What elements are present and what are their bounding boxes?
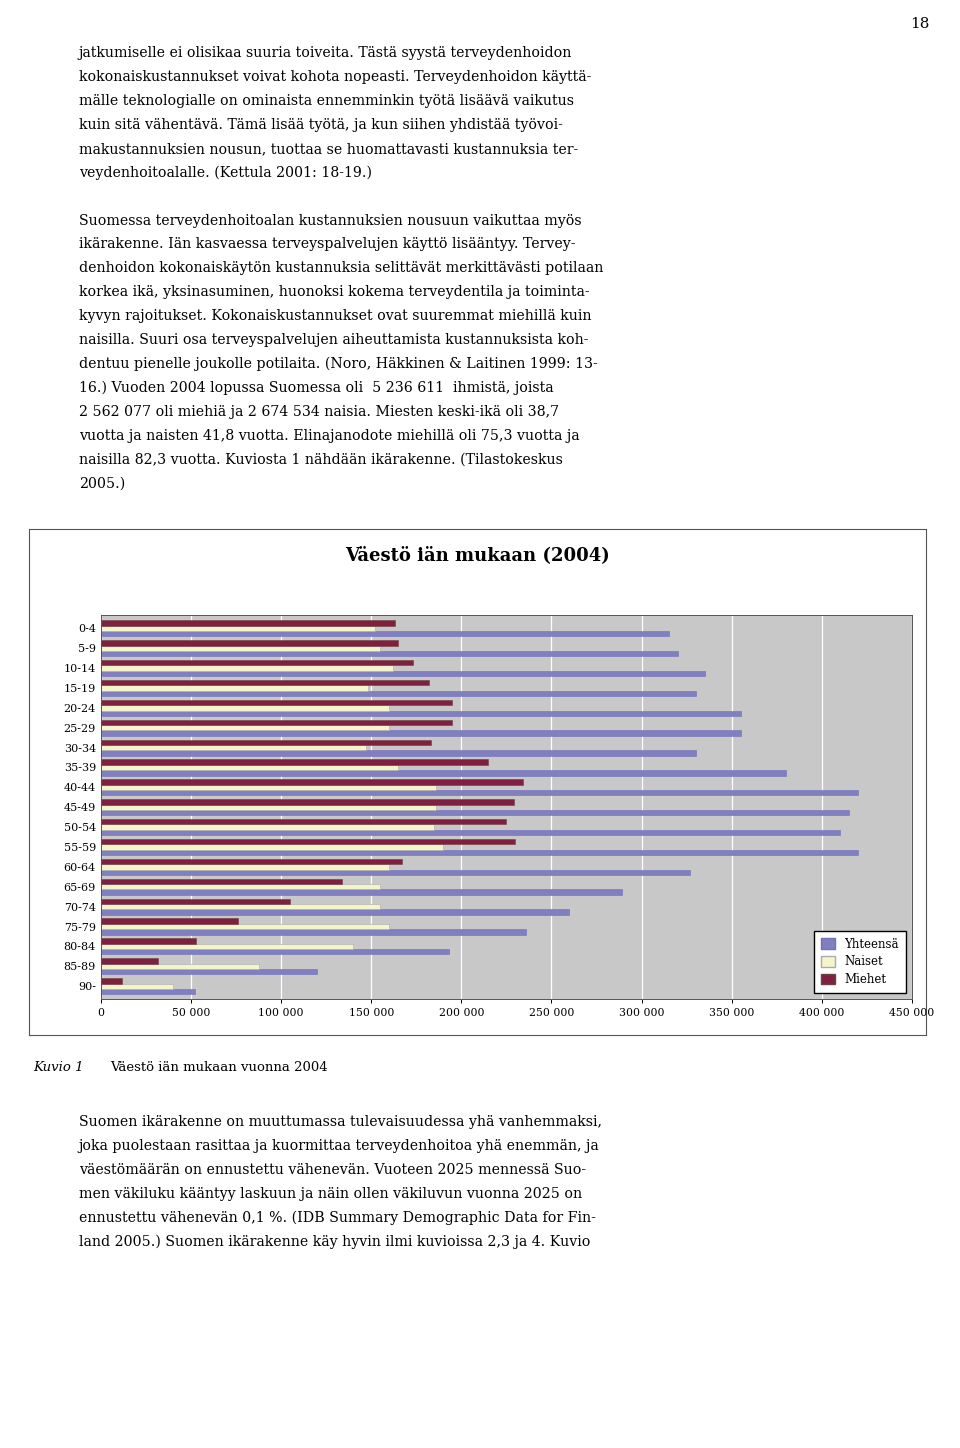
Text: makustannuksien nousun, tuottaa se huomattavasti kustannuksia ter-: makustannuksien nousun, tuottaa se huoma…: [79, 142, 578, 156]
Bar: [101, 740, 431, 744]
Text: denhoidon kokonaiskäytön kustannuksia selittävät merkittävästi potilaan: denhoidon kokonaiskäytön kustannuksia se…: [79, 262, 603, 275]
Bar: [101, 969, 317, 975]
Bar: [101, 830, 840, 835]
Text: vuotta ja naisten 41,8 vuotta. Elinajanodote miehillä oli 75,3 vuotta ja: vuotta ja naisten 41,8 vuotta. Elinajano…: [79, 429, 579, 443]
Text: kokonaiskustannukset voivat kohota nopeasti. Terveydenhoidon käyttä-: kokonaiskustannukset voivat kohota nopea…: [79, 71, 591, 84]
Bar: [101, 824, 434, 830]
Text: kuin sitä vähentävä. Tämä lisää työtä, ja kun siihen yhdistää työvoi-: kuin sitä vähentävä. Tämä lisää työtä, j…: [79, 119, 563, 132]
Text: naisilla 82,3 vuotta. Kuviosta 1 nähdään ikärakenne. (Tilastokeskus: naisilla 82,3 vuotta. Kuviosta 1 nähdään…: [79, 452, 563, 466]
Text: Suomen ikärakenne on muuttumassa tulevaisuudessa yhä vanhemmaksi,: Suomen ikärakenne on muuttumassa tulevai…: [79, 1115, 602, 1129]
Bar: [101, 859, 402, 864]
Bar: [101, 899, 290, 904]
Bar: [101, 779, 522, 785]
Text: väestömäärän on ennustettu vähenevän. Vuoteen 2025 mennessä Suo-: väestömäärän on ennustettu vähenevän. Vu…: [79, 1163, 586, 1177]
Bar: [101, 711, 741, 715]
Bar: [101, 785, 436, 791]
Bar: [101, 948, 448, 954]
Bar: [101, 844, 444, 850]
Bar: [101, 631, 668, 636]
Bar: [101, 685, 368, 691]
Bar: [101, 909, 569, 915]
Text: 16.) Vuoden 2004 lopussa Suomessa oli  5 236 611  ihmistä, joista: 16.) Vuoden 2004 lopussa Suomessa oli 5 …: [79, 381, 553, 395]
Bar: [101, 904, 380, 909]
Bar: [101, 759, 489, 765]
Bar: [101, 765, 398, 770]
Bar: [101, 626, 374, 631]
Bar: [101, 670, 705, 676]
Text: naisilla. Suuri osa terveyspalvelujen aiheuttamista kustannuksista koh-: naisilla. Suuri osa terveyspalvelujen ai…: [79, 333, 588, 348]
Text: 2 562 077 oli miehiä ja 2 674 534 naisia. Miesten keski-ikä oli 38,7: 2 562 077 oli miehiä ja 2 674 534 naisia…: [79, 405, 559, 418]
Bar: [101, 770, 786, 776]
Bar: [101, 979, 123, 983]
Bar: [101, 989, 195, 995]
Text: Väestö iän mukaan vuonna 2004: Väestö iän mukaan vuonna 2004: [110, 1061, 328, 1074]
Text: men väkiluku kääntyy laskuun ja näin ollen väkiluvun vuonna 2025 on: men väkiluku kääntyy laskuun ja näin oll…: [79, 1187, 582, 1200]
Text: 2005.): 2005.): [79, 476, 125, 491]
Bar: [101, 930, 526, 934]
Bar: [101, 879, 343, 885]
Bar: [101, 640, 398, 646]
Text: land 2005.) Suomen ikärakenne käy hyvin ilmi kuvioissa 2,3 ja 4. Kuvio: land 2005.) Suomen ikärakenne käy hyvin …: [79, 1234, 590, 1248]
Bar: [101, 646, 380, 652]
Text: joka puolestaan rasittaa ja kuormittaa terveydenhoitoa yhä enemmän, ja: joka puolestaan rasittaa ja kuormittaa t…: [79, 1138, 599, 1153]
Bar: [101, 959, 158, 963]
Bar: [101, 805, 436, 809]
Bar: [101, 799, 514, 805]
Bar: [101, 885, 380, 889]
Bar: [101, 730, 741, 736]
Text: mälle teknologialle on ominaista ennemminkin työtä lisäävä vaikutus: mälle teknologialle on ominaista ennemmi…: [79, 94, 574, 109]
Bar: [101, 691, 696, 696]
Text: Suomessa terveydenhoitoalan kustannuksien nousuun vaikuttaa myös: Suomessa terveydenhoitoalan kustannuksie…: [79, 214, 582, 227]
Text: kyvyn rajoitukset. Kokonaiskustannukset ovat suuremmat miehillä kuin: kyvyn rajoitukset. Kokonaiskustannukset …: [79, 310, 591, 323]
Bar: [101, 791, 858, 795]
Bar: [101, 620, 395, 626]
Legend: Yhteensä, Naiset, Miehet: Yhteensä, Naiset, Miehet: [814, 931, 906, 993]
Bar: [101, 938, 197, 944]
Bar: [101, 870, 690, 875]
Bar: [101, 744, 366, 750]
Bar: [101, 809, 849, 815]
Bar: [101, 963, 259, 969]
Bar: [101, 699, 452, 705]
Bar: [101, 944, 353, 948]
Bar: [101, 924, 389, 930]
Bar: [101, 838, 516, 844]
Bar: [101, 705, 389, 711]
Text: jatkumiselle ei olisikaa suuria toiveita. Tästä syystä terveydenhoidon: jatkumiselle ei olisikaa suuria toiveita…: [79, 46, 572, 61]
Text: korkea ikä, yksinasuminen, huonoksi kokema terveydentila ja toiminta-: korkea ikä, yksinasuminen, huonoksi koke…: [79, 285, 589, 300]
Text: veydenhoitoalalle. (Kettula 2001: 18-19.): veydenhoitoalalle. (Kettula 2001: 18-19.…: [79, 167, 372, 180]
Text: ikärakenne. Iän kasvaessa terveyspalvelujen käyttö lisääntyy. Tervey-: ikärakenne. Iän kasvaessa terveyspalvelu…: [79, 237, 575, 252]
Text: dentuu pienelle joukolle potilaita. (Noro, Häkkinen & Laitinen 1999: 13-: dentuu pienelle joukolle potilaita. (Nor…: [79, 358, 597, 371]
Bar: [101, 725, 389, 730]
Bar: [101, 889, 622, 895]
Bar: [101, 864, 389, 870]
Bar: [101, 750, 696, 756]
Text: ennustettu vähenevän 0,1 %. (IDB Summary Demographic Data for Fin-: ennustettu vähenevän 0,1 %. (IDB Summary…: [79, 1211, 595, 1225]
Text: 18: 18: [910, 17, 929, 32]
Text: Väestö iän mukaan (2004): Väestö iän mukaan (2004): [346, 546, 610, 563]
Bar: [101, 983, 173, 989]
Bar: [101, 720, 452, 725]
Bar: [101, 666, 393, 670]
Text: Kuvio 1: Kuvio 1: [34, 1061, 84, 1074]
Bar: [101, 681, 429, 685]
Bar: [101, 820, 507, 824]
Bar: [101, 660, 413, 666]
Bar: [101, 652, 678, 656]
Bar: [101, 850, 858, 856]
Bar: [101, 918, 238, 924]
